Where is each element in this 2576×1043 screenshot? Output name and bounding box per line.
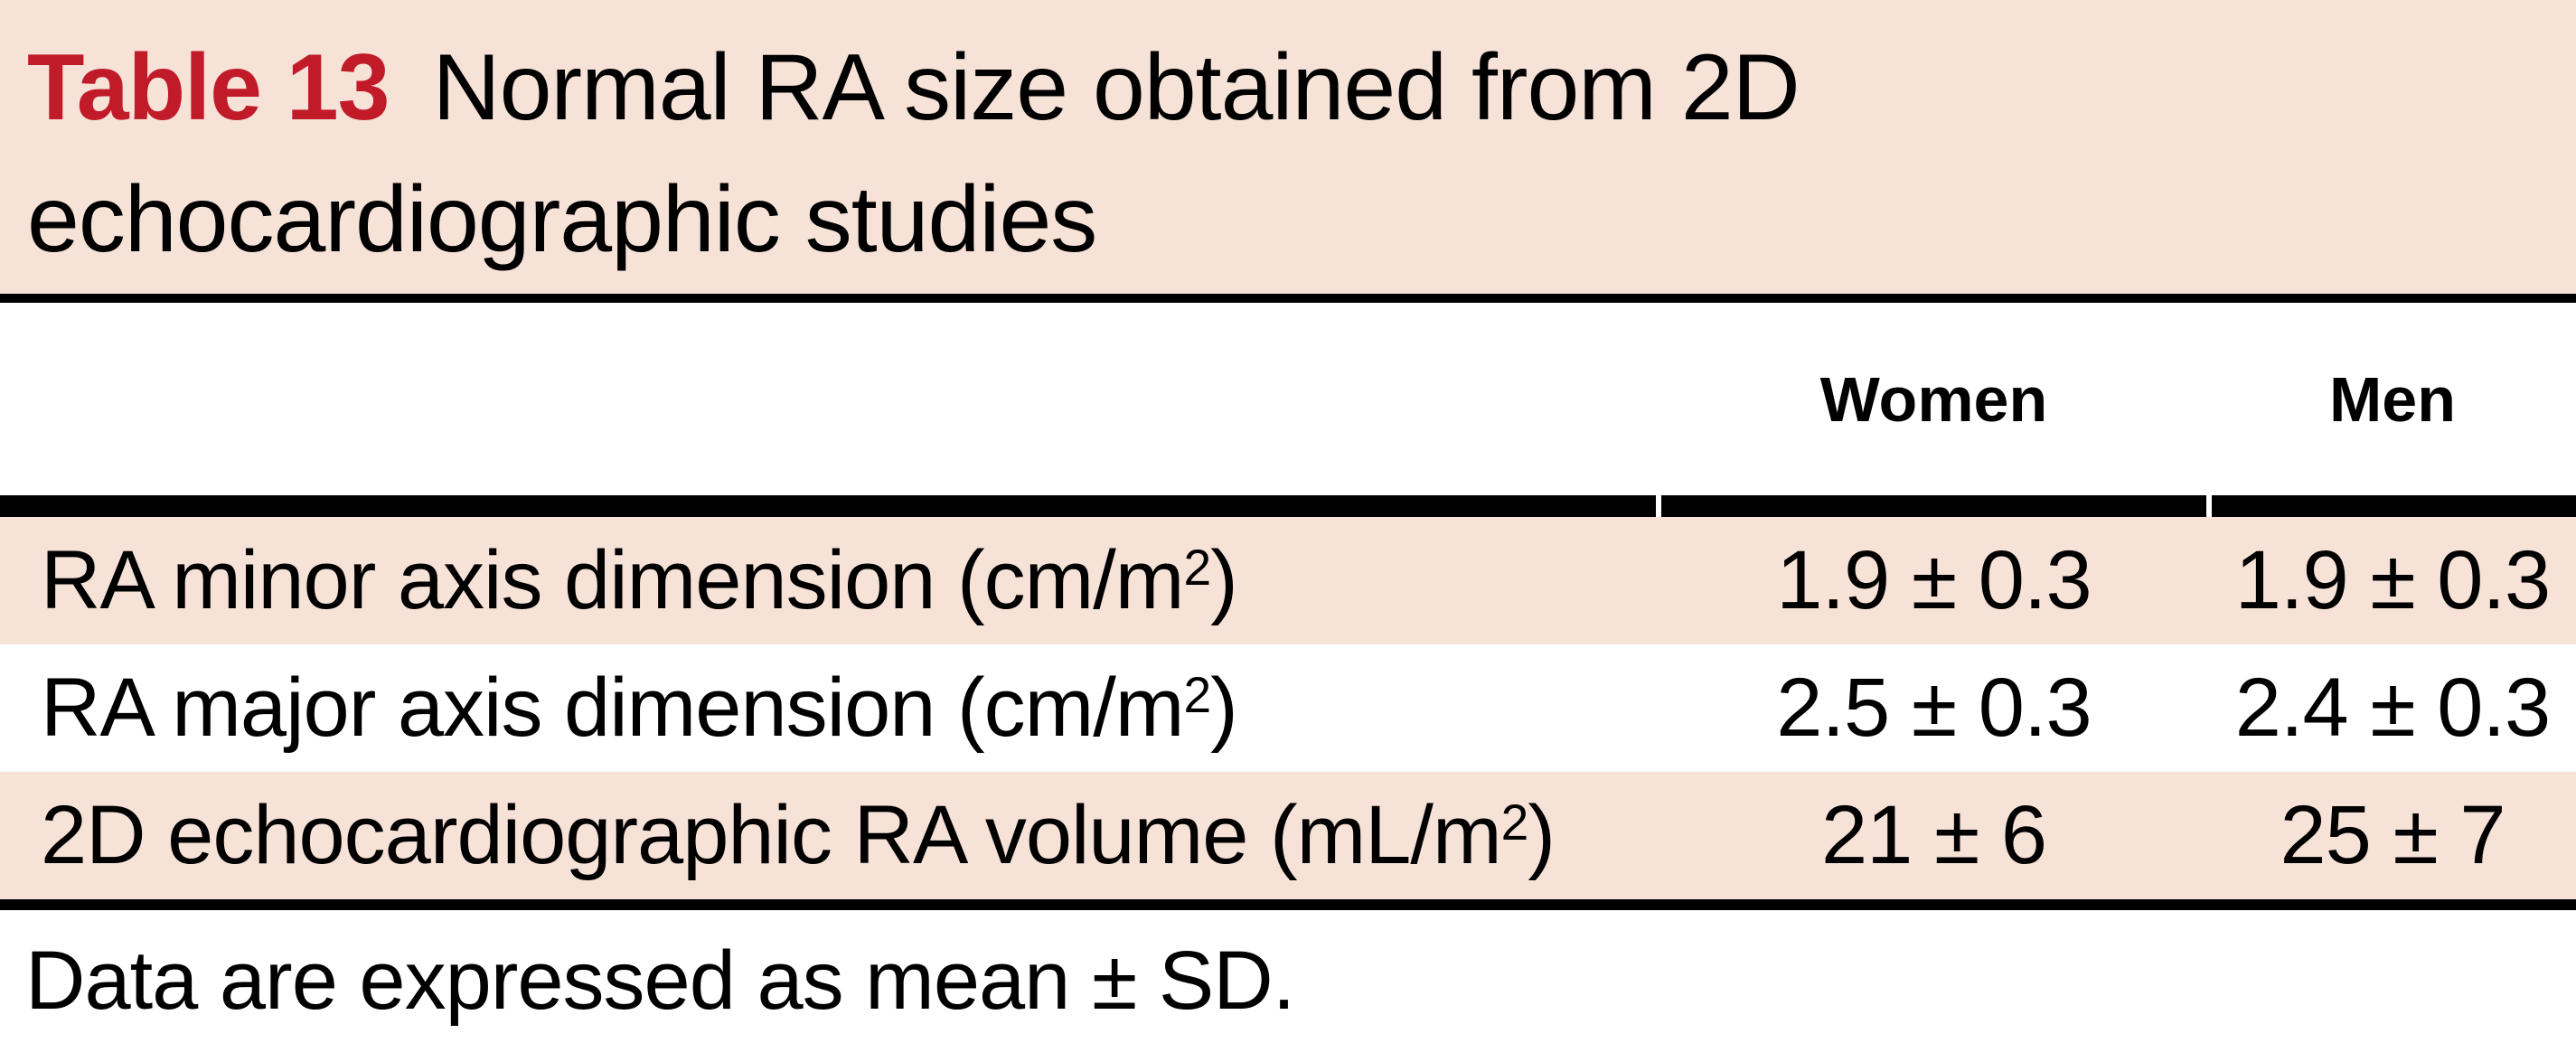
table-row-ra-volume: 2D echocardiographic RA volume (mL/m2) 2… bbox=[0, 772, 2576, 899]
table-bottom-rule bbox=[0, 899, 2576, 910]
row-label-text: RA minor axis dimension (cm/m bbox=[41, 534, 1184, 626]
row-label: RA major axis dimension (cm/m2) bbox=[0, 661, 1659, 756]
title-separator-rule bbox=[0, 294, 2576, 303]
table-row-ra-major: RA major axis dimension (cm/m2) 2.5 ± 0.… bbox=[0, 644, 2576, 772]
women-value-cell: 21 ± 6 bbox=[1820, 789, 2047, 881]
rule-segment bbox=[1661, 495, 2206, 517]
header-thick-rule bbox=[0, 495, 2576, 517]
superscript-2: 2 bbox=[1183, 539, 1211, 596]
table-title-block: Table 13 Normal RA size obtained from 2D … bbox=[0, 0, 2576, 294]
row-label-text: RA major axis dimension (cm/m bbox=[41, 662, 1184, 754]
men-value-cell: 25 ± 7 bbox=[2280, 789, 2505, 881]
women-value-cell: 1.9 ± 0.3 bbox=[1776, 534, 2092, 626]
row-label-suffix: ) bbox=[1210, 534, 1238, 626]
rule-segment bbox=[2212, 495, 2576, 517]
row-label-suffix: ) bbox=[1210, 662, 1238, 754]
table-number-label: Table 13 bbox=[27, 35, 390, 140]
table-footnote: Data are expressed as mean ± SD. bbox=[0, 910, 2576, 1043]
table-row-ra-minor: RA minor axis dimension (cm/m2) 1.9 ± 0.… bbox=[0, 517, 2576, 644]
men-value-cell: 2.4 ± 0.3 bbox=[2234, 662, 2551, 754]
table-header-row: Women Men bbox=[0, 303, 2576, 495]
row-label-suffix: ) bbox=[1528, 789, 1556, 881]
women-value-cell: 2.5 ± 0.3 bbox=[1776, 662, 2092, 754]
row-label-text: 2D echocardiographic RA volume (mL/m bbox=[41, 789, 1502, 881]
men-value-cell: 1.9 ± 0.3 bbox=[2234, 534, 2551, 626]
table-title-text-line1: Normal RA size obtained from 2D bbox=[432, 35, 1800, 140]
row-label: 2D echocardiographic RA volume (mL/m2) bbox=[0, 788, 1659, 883]
superscript-2: 2 bbox=[1500, 794, 1529, 850]
superscript-2: 2 bbox=[1183, 666, 1211, 723]
rule-segment bbox=[0, 495, 1656, 517]
women-column-header: Women bbox=[1819, 363, 2048, 435]
row-label: RA minor axis dimension (cm/m2) bbox=[0, 533, 1659, 628]
table-title-text-line2: echocardiographic studies bbox=[27, 167, 1097, 272]
men-column-header: Men bbox=[2329, 363, 2456, 435]
